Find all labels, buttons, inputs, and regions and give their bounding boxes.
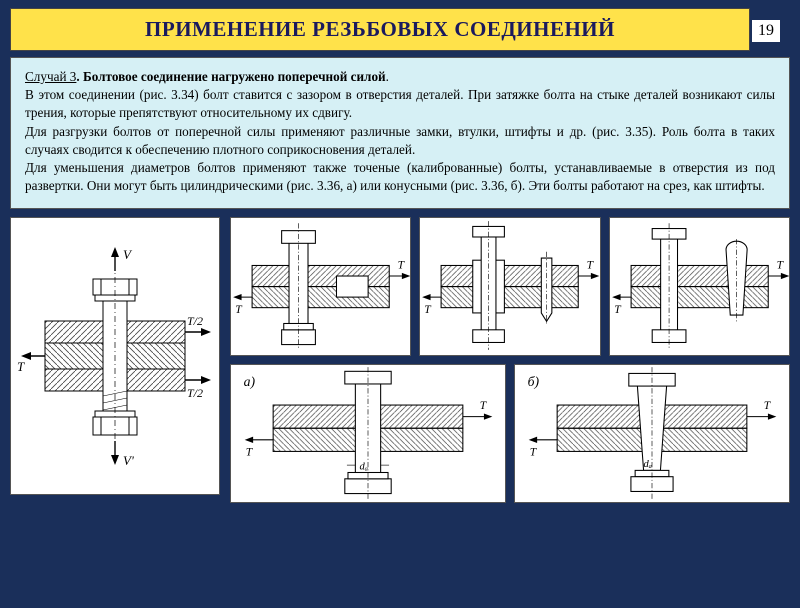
page-title: ПРИМЕНЕНИЕ РЕЗЬБОВЫХ СОЕДИНЕНИЙ xyxy=(23,17,737,42)
label-T7: T xyxy=(480,399,488,412)
figure-335-a: T T xyxy=(230,217,411,356)
page-number: 19 xyxy=(752,20,780,42)
label-a: а) xyxy=(244,374,256,390)
label-b: б) xyxy=(528,374,540,390)
label-T: T xyxy=(398,258,406,271)
label-T5: T xyxy=(776,258,784,271)
bolt-shear-diagram-icon: V V' T T/2 T/2 xyxy=(15,221,215,491)
label-V: V xyxy=(123,247,133,262)
bolt-pin-diagram-icon: T T xyxy=(610,218,789,355)
label-Vprime: V' xyxy=(123,453,134,468)
paragraph-1: В этом соединении (рис. 3.34) болт стави… xyxy=(25,86,775,122)
paragraph-3: Для уменьшения диаметров болтов применяю… xyxy=(25,159,775,195)
bolt-bushing-diagram-icon: T T xyxy=(420,218,599,355)
label-T10: T xyxy=(530,445,538,458)
label-T2: T xyxy=(235,302,243,315)
label-T2-bot: T/2 xyxy=(187,386,203,400)
paragraph-2: Для разгрузки болтов от поперечной силы … xyxy=(25,123,775,159)
label-T4: T xyxy=(425,302,433,315)
period: . xyxy=(386,69,389,84)
figure-335-c: T T xyxy=(609,217,790,356)
calibrated-bolt-cyl-icon: а) dₐ T T xyxy=(231,365,505,502)
label-T9: T xyxy=(764,399,772,412)
calibrated-bolt-cone-icon: б) dₐ T T xyxy=(515,365,789,502)
label-T3: T xyxy=(587,258,595,271)
figure-334: V V' T T/2 T/2 xyxy=(10,217,220,495)
figure-336-a: а) dₐ T T xyxy=(230,364,506,503)
right-figures-column: T T xyxy=(230,217,790,495)
case-label: Случай 3 xyxy=(25,69,76,84)
title-bar: ПРИМЕНЕНИЕ РЕЗЬБОВЫХ СОЕДИНЕНИЙ xyxy=(10,8,750,51)
diagrams-area: V V' T T/2 T/2 xyxy=(10,217,790,495)
bolt-key-diagram-icon: T T xyxy=(231,218,410,355)
case-title: . Болтовое соединение нагружено поперечн… xyxy=(76,69,385,84)
figure-336-row: а) dₐ T T xyxy=(230,364,790,503)
label-T2-top: T/2 xyxy=(187,314,203,328)
label-T8: T xyxy=(246,445,254,458)
figure-336-b: б) dₐ T T xyxy=(514,364,790,503)
label-T6: T xyxy=(614,302,622,315)
label-T-left: T xyxy=(17,359,25,374)
label-da: dₐ xyxy=(360,461,368,472)
text-panel: Случай 3. Болтовое соединение нагружено … xyxy=(10,57,790,209)
figure-335-row: T T xyxy=(230,217,790,356)
case-paragraph: Случай 3. Болтовое соединение нагружено … xyxy=(25,68,775,86)
label-da2: dₐ xyxy=(644,459,652,470)
figure-335-b: T T xyxy=(419,217,600,356)
